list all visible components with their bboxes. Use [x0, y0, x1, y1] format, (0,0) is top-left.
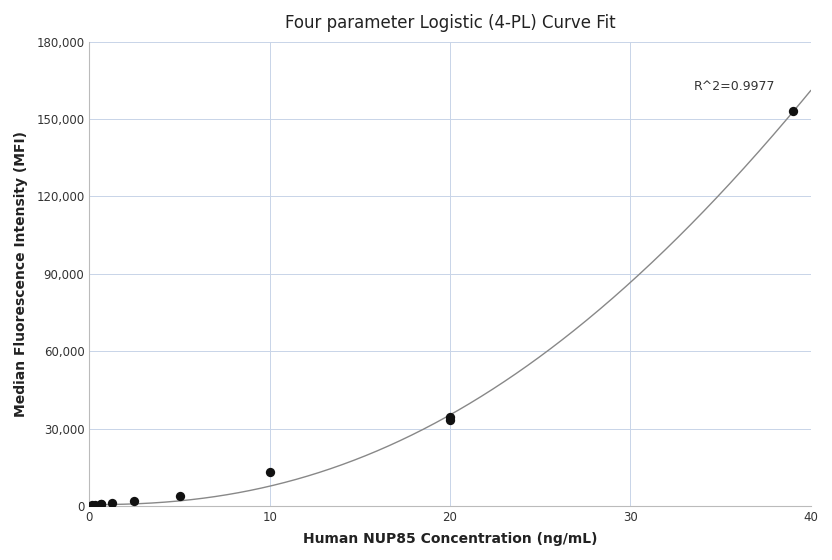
Point [94, 500, 107, 509]
Point [105, 498, 118, 507]
Point [263, 468, 276, 477]
Point [128, 496, 141, 505]
Text: R^2=0.9977: R^2=0.9977 [693, 80, 775, 94]
Point [86, 501, 99, 510]
Title: Four parameter Logistic (4-PL) Curve Fit: Four parameter Logistic (4-PL) Curve Fit [285, 14, 616, 32]
Point [88, 501, 102, 510]
Point [786, 107, 800, 116]
Point [94, 500, 107, 508]
Y-axis label: Median Fluorescence Intensity (MFI): Median Fluorescence Intensity (MFI) [14, 131, 28, 417]
Point [443, 413, 457, 422]
X-axis label: Human NUP85 Concentration (ng/mL): Human NUP85 Concentration (ng/mL) [303, 532, 597, 546]
Point [173, 491, 186, 500]
Point [443, 415, 457, 424]
